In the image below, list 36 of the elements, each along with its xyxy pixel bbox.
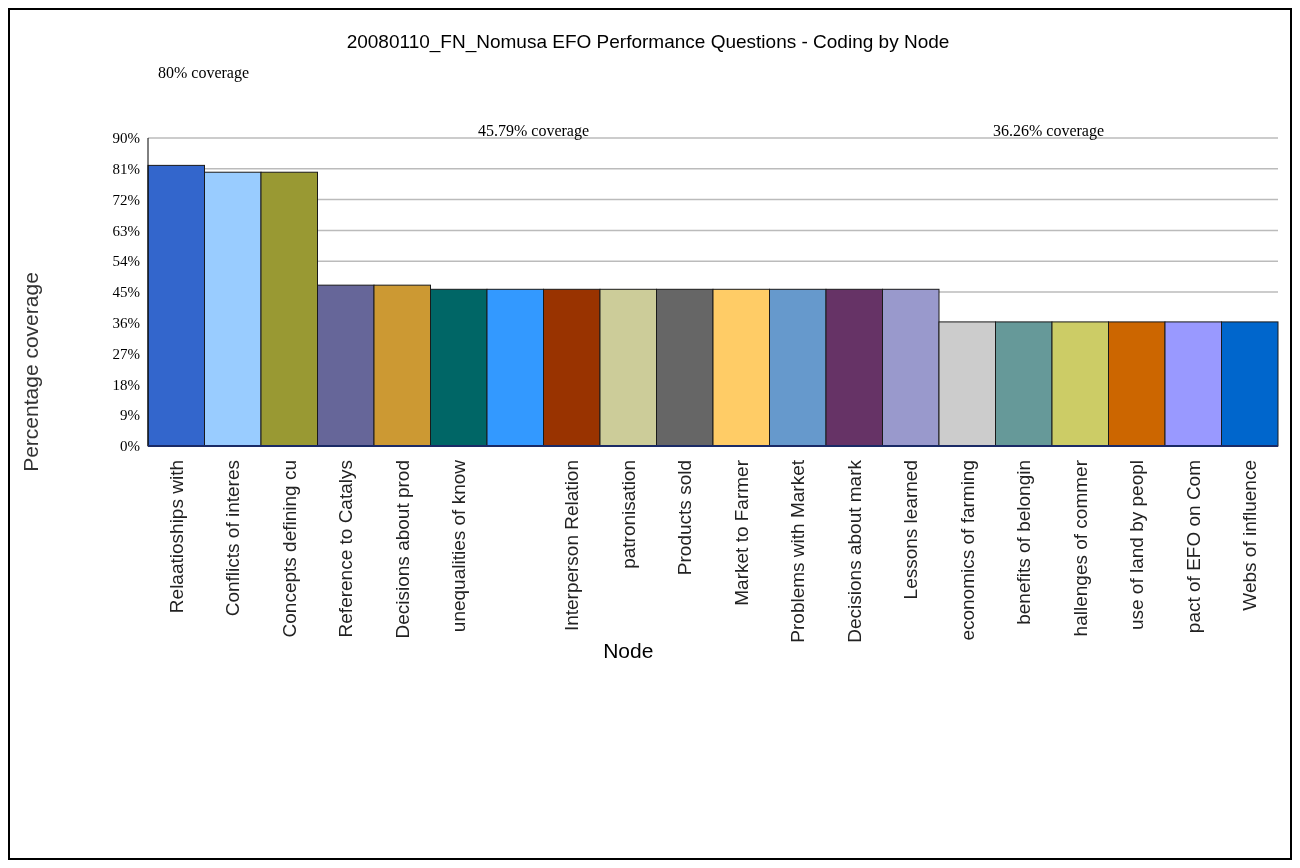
x-tick-label: Webs of influence — [1239, 460, 1261, 611]
x-tick-label: patronisation — [617, 460, 639, 569]
x-tick-label: Reference to Catalys — [335, 460, 357, 638]
x-tick-label: hallenges of commer — [1069, 459, 1091, 637]
x-tick-label: Problems with Market — [787, 459, 809, 643]
y-axis-title: Percentage coverage — [19, 272, 42, 472]
x-axis-title: Node — [603, 639, 654, 662]
chart-title: 20080110_FN_Nomusa EFO Performance Questions - Coding by Node — [346, 31, 950, 53]
y-tick-label: 18% — [112, 376, 140, 393]
x-tick-label: economics of farming — [956, 460, 978, 641]
x-tick-label: Market to Farmer — [730, 459, 752, 606]
x-tick-label: use of land by peopl — [1126, 460, 1148, 631]
x-tick-label: Lessons learned — [900, 460, 922, 600]
x-tick-label: Concepts defining cu — [278, 460, 300, 638]
x-tick-label: Products sold — [674, 460, 696, 576]
y-tick-label: 9% — [120, 407, 140, 424]
y-tick-label: 27% — [112, 345, 140, 362]
y-tick-label: 72% — [112, 191, 140, 208]
y-tick-label: 36% — [112, 315, 140, 332]
annotation: 45.79% coverage — [478, 122, 590, 140]
x-tick-label: Interperson Relation — [561, 460, 583, 632]
y-tick-label: 45% — [112, 284, 140, 301]
text: 80% coverage — [158, 64, 250, 82]
x-tick-label: pact of EFO on Com — [1182, 460, 1204, 634]
x-tick-label: Conflicts of interes — [222, 460, 244, 617]
y-tick-label: 0% — [120, 438, 140, 455]
y-tick-label: 63% — [112, 222, 140, 239]
x-tick-label: Decisions about prod — [391, 460, 413, 639]
annotation: 36.26% coverage — [993, 122, 1105, 140]
y-tick-label: 90% — [112, 130, 140, 147]
y-tick-label: 54% — [112, 253, 140, 270]
x-tick-label: benefits of belongin — [1013, 460, 1035, 625]
y-tick-label: 81% — [112, 161, 140, 178]
x-tick-label: Relaatioships with — [165, 460, 187, 614]
x-tick-label: Decisions about mark — [843, 459, 865, 643]
x-tick-label: unequalities of know — [448, 459, 470, 633]
